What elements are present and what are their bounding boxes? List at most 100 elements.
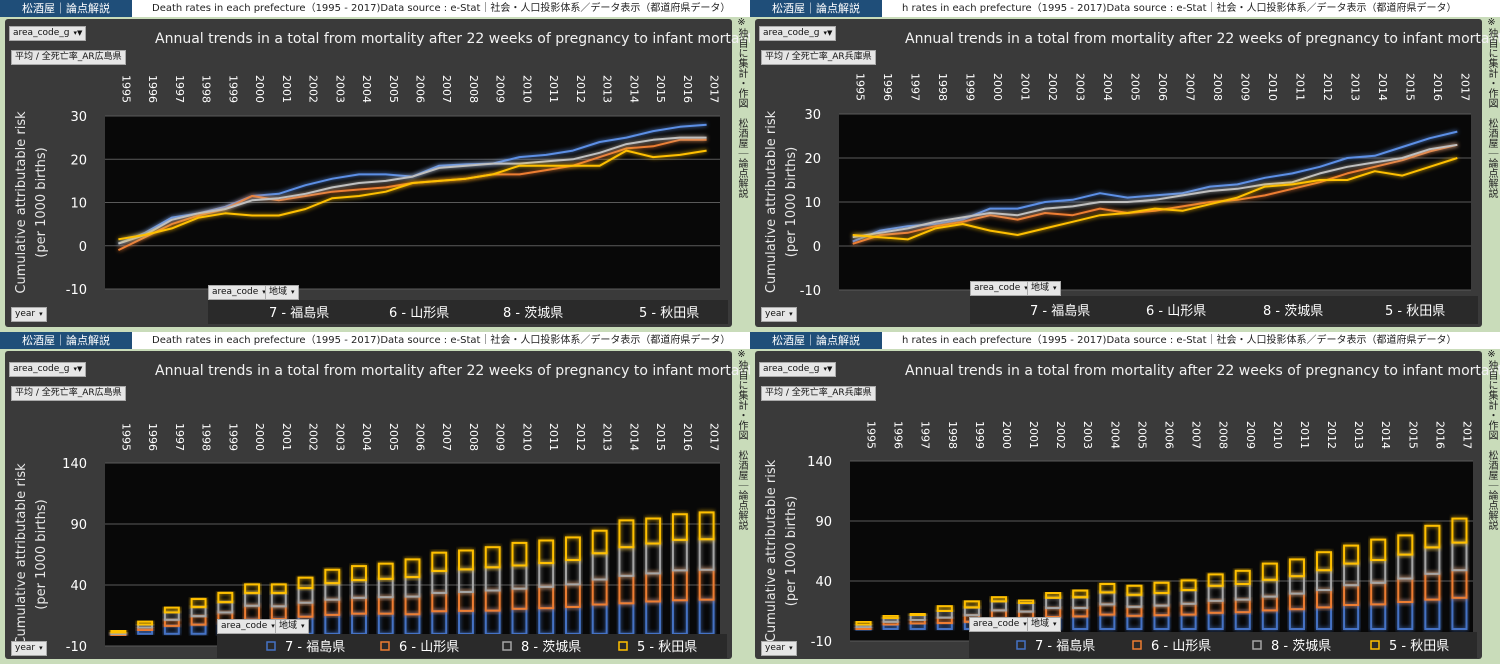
bar-segment bbox=[1126, 584, 1143, 596]
x-tick-label: 2002 bbox=[307, 423, 320, 451]
year-field-button[interactable]: year ▾ bbox=[761, 307, 797, 322]
x-tick-label: 2006 bbox=[414, 75, 427, 103]
side-note: ※独自に集計・作図 松酒屋｜論点解説 bbox=[1486, 349, 1497, 530]
y-tick-label: 40 bbox=[70, 579, 87, 594]
x-tick-label: 2004 bbox=[360, 75, 373, 103]
panel-body: -10 40 90 140 Cumulative attributable risk (p… bbox=[0, 349, 750, 664]
filter-label: year bbox=[765, 309, 786, 319]
legend-label: 8 - 茨城県 bbox=[503, 306, 563, 321]
x-tick-label: 2000 bbox=[253, 75, 266, 103]
avg-field-button[interactable]: 平均 / 全死亡率_AR兵庫県 bbox=[761, 386, 876, 401]
legend-label: 5 - 秋田県 bbox=[639, 306, 699, 321]
region-field-button[interactable]: 地域 ▾ bbox=[1027, 281, 1061, 296]
year-field-button[interactable]: year ▾ bbox=[11, 307, 47, 322]
x-tick-label: 2005 bbox=[1129, 73, 1142, 101]
side-note: ※独自に集計・作図 松酒屋｜論点解説 bbox=[736, 17, 747, 198]
side-note: ※独自に集計・作図 松酒屋｜論点解説 bbox=[736, 349, 747, 530]
bar-segment bbox=[538, 539, 555, 565]
bar-segment bbox=[1343, 544, 1360, 565]
chart-top-right: -10 0 10 20 30 Cumulative attributable risk (p… bbox=[764, 73, 1478, 324]
x-tick-label: 2006 bbox=[1156, 73, 1169, 101]
area-code-g-filter-button[interactable]: area_code_g ▾▼ bbox=[9, 26, 87, 41]
area-code-field-button[interactable]: area_code▾ bbox=[970, 281, 1032, 296]
bar-segment bbox=[511, 541, 528, 567]
bar-segment bbox=[671, 513, 688, 541]
region-field-button[interactable]: 地域 ▾ bbox=[265, 285, 299, 300]
bar-segment bbox=[882, 614, 899, 620]
panel-header: 松酒屋｜論点解説 Death rates in each prefecture（… bbox=[0, 332, 750, 350]
x-tick-label: 2010 bbox=[1271, 421, 1284, 449]
x-tick-label: 1996 bbox=[146, 75, 159, 103]
series-line bbox=[852, 130, 1458, 243]
x-tick-label: 2006 bbox=[1163, 421, 1176, 449]
panel-header: 松酒屋｜論点解説 h rates in each prefecture（1995… bbox=[750, 332, 1500, 350]
funnel-icon: ▾▼ bbox=[73, 29, 83, 37]
bar-segment bbox=[1315, 551, 1333, 572]
x-tick-label: 2016 bbox=[681, 423, 694, 451]
x-tick-label: 2004 bbox=[360, 423, 373, 451]
legend-label: 8 - 茨城県 bbox=[1263, 304, 1323, 319]
x-tick-label: 2005 bbox=[1135, 421, 1148, 449]
bar-segment bbox=[244, 583, 261, 594]
bar-segment bbox=[1397, 534, 1414, 556]
region-field-button[interactable]: 地域 ▾ bbox=[275, 619, 309, 634]
x-tick-label: 2004 bbox=[1101, 73, 1114, 101]
x-tick-label: 1997 bbox=[919, 421, 932, 449]
x-tick-label: 2009 bbox=[1238, 73, 1251, 101]
area-code-field-button[interactable]: area_code▾ bbox=[208, 285, 270, 300]
area-code-g-filter-button[interactable]: area_code_g ▾▼ bbox=[9, 362, 87, 377]
bar-segment bbox=[377, 562, 394, 580]
legend-swatch bbox=[502, 641, 512, 651]
filter-label: area_code_g bbox=[763, 364, 820, 374]
x-tick-label: 1997 bbox=[173, 75, 186, 103]
filter-label: area_code_g bbox=[763, 28, 820, 38]
legend-swatch bbox=[1132, 640, 1142, 650]
area-code-field-button[interactable]: area_code▾ bbox=[217, 619, 279, 634]
dropdown-icon: ▾ bbox=[39, 644, 43, 652]
panel-top-left: 松酒屋｜論点解説 Death rates in each prefecture（… bbox=[0, 0, 750, 332]
year-field-button[interactable]: year ▾ bbox=[11, 641, 47, 656]
bar-segment bbox=[990, 596, 1008, 603]
x-tick-label: 2015 bbox=[1406, 421, 1419, 449]
x-tick-label: 2016 bbox=[1433, 421, 1446, 449]
x-tick-label: 1998 bbox=[946, 421, 959, 449]
x-tick-label: 2012 bbox=[1325, 421, 1338, 449]
y-tick-label: 0 bbox=[813, 240, 821, 255]
plot-background bbox=[105, 463, 720, 646]
avg-field-button[interactable]: 平均 / 全死亡率_AR広島県 bbox=[11, 386, 126, 401]
filter-label: area_code bbox=[221, 621, 268, 631]
funnel-icon: ▾▼ bbox=[73, 365, 83, 373]
avg-field-button[interactable]: 平均 / 全死亡率_AR広島県 bbox=[11, 50, 126, 65]
x-tick-label: 2017 bbox=[708, 75, 721, 103]
filter-label: area_code bbox=[973, 619, 1020, 629]
x-tick-label: 2016 bbox=[681, 75, 694, 103]
legend-swatch bbox=[1252, 640, 1262, 650]
legend-label: 6 - 山形県 bbox=[389, 306, 449, 321]
filter-label: area_code bbox=[212, 287, 259, 297]
area-code-g-filter-button[interactable]: area_code_g ▾▼ bbox=[759, 362, 837, 377]
area-code-field-button[interactable]: area_code▾ bbox=[969, 617, 1031, 632]
dropdown-icon: ▾ bbox=[1024, 284, 1028, 292]
legend-label: 5 - 秋田県 bbox=[1385, 304, 1445, 319]
region-field-button[interactable]: 地域 ▾ bbox=[1027, 617, 1061, 632]
x-tick-label: 2003 bbox=[333, 423, 346, 451]
area-code-g-filter-button[interactable]: area_code_g ▾▼ bbox=[759, 26, 837, 41]
dropdown-icon: ▾ bbox=[1053, 620, 1057, 628]
bar-segment bbox=[1288, 558, 1305, 578]
bar-segment bbox=[190, 598, 207, 608]
filter-label: 地域 bbox=[1031, 619, 1050, 629]
year-field-button[interactable]: year ▾ bbox=[761, 641, 797, 656]
brand-label: 松酒屋｜論点解説 bbox=[0, 0, 132, 17]
bar-segment bbox=[591, 529, 608, 555]
x-tick-label: 2008 bbox=[1211, 73, 1224, 101]
x-tick-label: 1995 bbox=[119, 423, 132, 451]
panel-body: -10 0 10 20 30 Cumulative attributable risk (p… bbox=[0, 17, 750, 332]
bar-segment bbox=[1261, 562, 1278, 581]
x-tick-label: 2007 bbox=[1183, 73, 1196, 101]
legend-label: 6 - 山形県 bbox=[1151, 639, 1211, 654]
legend-box bbox=[969, 632, 1477, 658]
funnel-icon: ▾▼ bbox=[823, 29, 833, 37]
avg-field-button[interactable]: 平均 / 全死亡率_AR兵庫県 bbox=[761, 50, 876, 65]
x-tick-label: 2017 bbox=[1458, 73, 1471, 101]
series-line bbox=[118, 136, 707, 245]
